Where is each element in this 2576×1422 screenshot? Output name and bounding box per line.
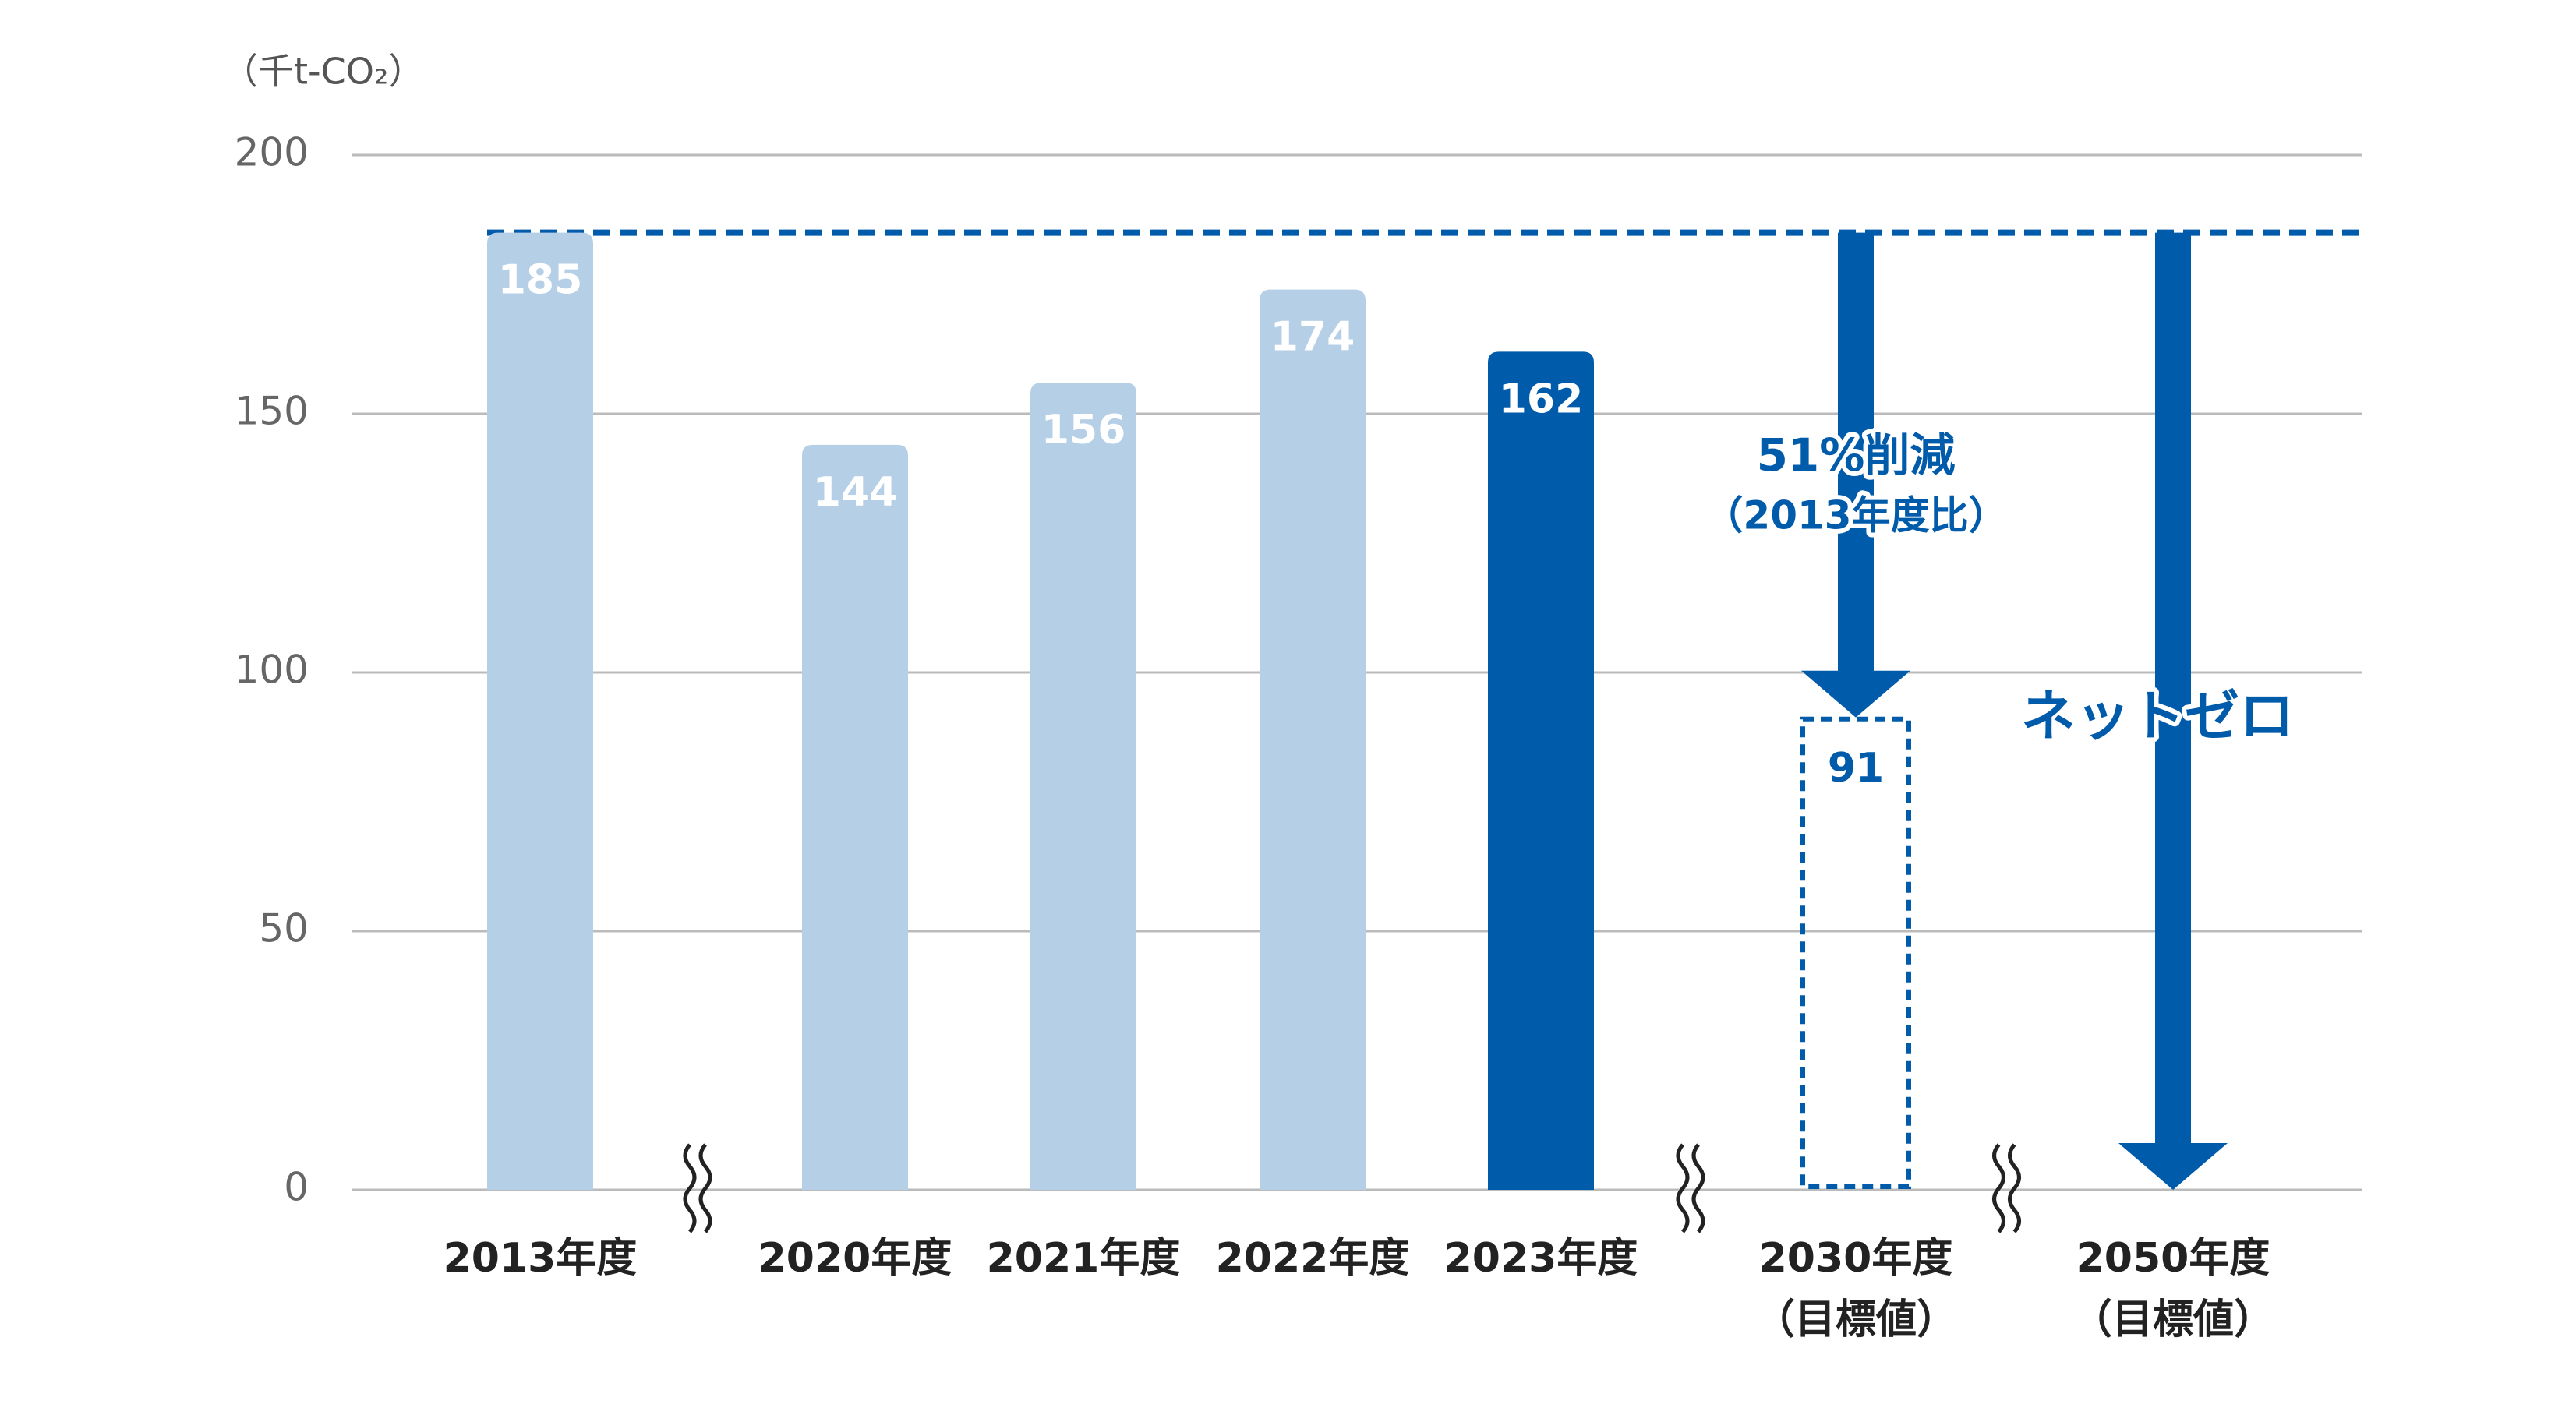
value-label: 162	[1499, 376, 1584, 422]
x-tick-label: 2020年度	[758, 1235, 952, 1282]
reduction-arrow	[2118, 232, 2228, 1191]
y-tick-label: 200	[235, 130, 309, 175]
x-tick-note: （目標値）	[1754, 1297, 1957, 1343]
x-tick-label: 2023年度	[1444, 1235, 1638, 1282]
bar	[802, 444, 908, 1190]
x-tick-note: （目標値）	[2072, 1297, 2274, 1343]
reduction-arrow	[1801, 232, 1910, 718]
axis-break	[1992, 1143, 2005, 1233]
value-label: 174	[1270, 314, 1355, 361]
bar	[1488, 351, 1594, 1190]
value-label: 185	[498, 257, 583, 304]
axis-break	[683, 1143, 697, 1233]
axis-break	[1676, 1143, 1690, 1233]
unit-label: （千t-CO₂）	[222, 51, 424, 93]
y-tick-label: 150	[235, 389, 309, 434]
bar	[1260, 289, 1366, 1190]
y-tick-label: 50	[259, 906, 309, 951]
bar	[1030, 383, 1136, 1190]
annotation: 51%削減	[1757, 429, 1956, 482]
annotation: ネットゼロ	[2021, 684, 2294, 748]
value-label: 156	[1041, 407, 1126, 453]
x-tick-label: 2021年度	[987, 1235, 1181, 1282]
y-tick-label: 0	[284, 1165, 309, 1210]
x-tick-label: 2013年度	[443, 1235, 638, 1282]
axis-break	[2008, 1143, 2021, 1233]
axis-break	[698, 1143, 712, 1233]
value-label: 91	[1828, 745, 1884, 792]
value-label: 144	[813, 469, 898, 516]
x-tick-label: 2030年度	[1759, 1235, 1953, 1282]
bar	[487, 232, 593, 1191]
x-tick-label: 2022年度	[1216, 1235, 1410, 1282]
axis-break	[1691, 1143, 1705, 1233]
y-tick-label: 100	[235, 647, 309, 693]
x-tick-label: 2050年度	[2076, 1235, 2270, 1282]
annotation: （2013年度比）	[1704, 493, 2007, 538]
